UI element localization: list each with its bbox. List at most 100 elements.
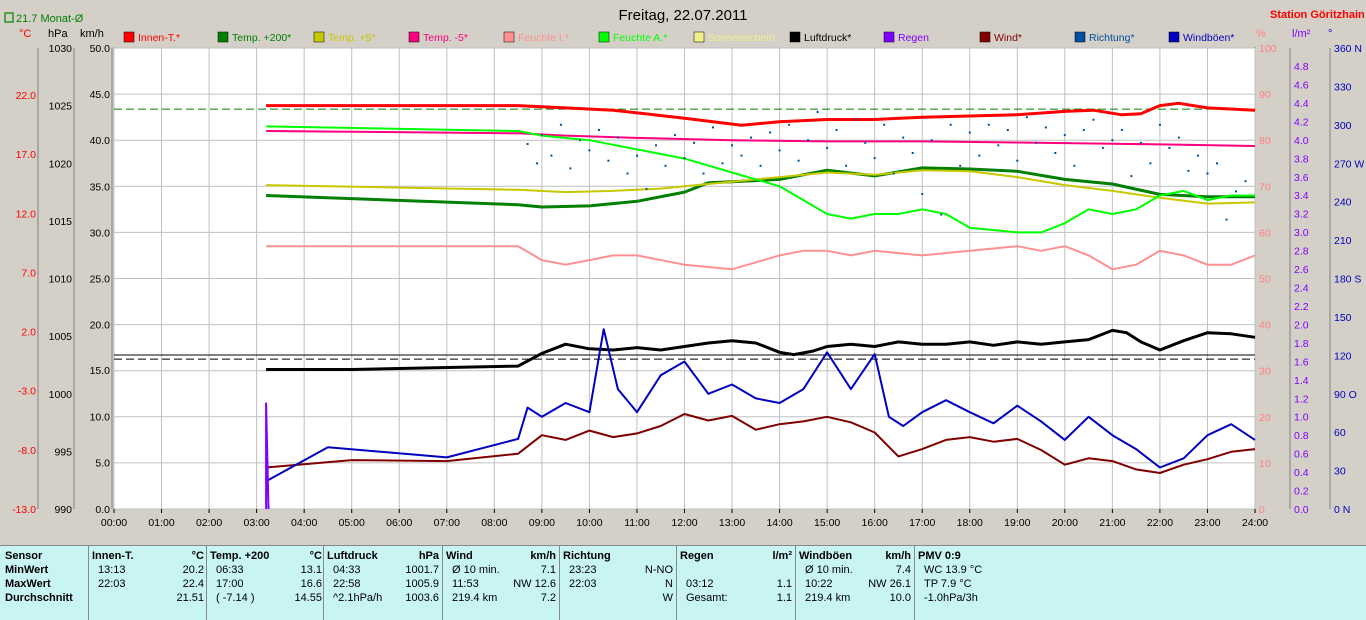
lm2-tick-label: 4.8 [1294,61,1309,73]
legend-item: Windböen* [1168,31,1234,44]
footer-column: Luftdruck hPa 04:33 1001.7 22:58 1005.9 ^2.1hP… [327,549,439,605]
weather-chart: 22.017.012.07.02.0-3.0-8.0-13.0103010251… [4,7,1365,529]
footer-header: Temp. +200 °C [210,549,322,563]
direction-point [645,187,648,190]
direction-point [1006,129,1009,131]
direction-point [845,164,848,167]
footer-header: Luftdruck hPa [327,549,439,563]
direction-point [559,123,562,126]
direction-point [978,154,981,157]
footer-cell-left [680,564,686,576]
direction-point [883,123,886,126]
direction-point [526,143,529,145]
direction-point [911,152,914,154]
time-tick-label: 01:00 [148,517,174,529]
series-line [266,169,1256,205]
series-line [266,413,1256,474]
footer-cell-left [92,592,98,604]
footer-column: Wind km/h Ø 10 min. 7.1 11:53 NW 12.6 219.4 km… [446,549,556,605]
lm2-tick-label: 4.6 [1294,79,1309,91]
series-line [266,166,1255,209]
kmh-tick-label: 20.0 [90,320,111,332]
footer-cell-right: 22.4 [182,578,204,590]
footer-row: MinWert [5,563,87,577]
legend-swatch [503,31,515,43]
series-group [265,101,1256,510]
footer-header-unit: hPa [418,550,439,562]
footer-row [680,563,792,577]
pct-tick-label: 90 [1259,89,1271,101]
direction-point [997,144,1000,147]
footer-header-unit: km/h [885,550,911,562]
footer-row: ( -7.14 ) 14.55 [210,591,322,605]
direction-point [1120,129,1123,131]
footer-cell-left: 03:12 [686,578,714,590]
direction-point [835,129,838,131]
legend-swatch [883,31,895,43]
legend-label: Temp. +5* [328,32,376,44]
time-tick-label: 09:00 [529,517,555,529]
direction-point [1244,180,1247,183]
footer-header: Sensor [5,549,87,563]
direction-point [1073,164,1076,167]
time-tick-label: 00:00 [101,517,127,529]
footer-cell-right: N [665,578,673,590]
direction-point [797,159,800,162]
footer-cell-left: 06:33 [216,564,244,576]
footer-cell-left: 22:03 [569,578,597,590]
monthly-avg-label: 21.7 Monat-Ø [16,13,84,25]
direction-point [636,154,638,157]
kmh-tick-label: 50.0 [90,43,111,55]
kmh-tick-label: 15.0 [90,365,111,377]
footer-header-unit: km/h [530,550,556,562]
time-tick-label: 21:00 [1099,517,1125,529]
dir-tick-label: 330 [1334,81,1352,93]
legend-label: Richtung* [1089,32,1135,44]
footer-header-label: Luftdruck [327,550,378,562]
footer-separator [206,546,207,620]
time-tick-label: 15:00 [814,517,840,529]
hpa-tick-label: 1010 [49,274,73,286]
footer-column: Sensor MinWert MaxWert Durchschnitt [5,549,87,605]
legend-swatch [217,31,229,43]
dir-tick-label: 210 [1334,235,1352,247]
hpa-tick-label: 1015 [49,216,73,228]
dir-tick-label: 30 [1334,466,1346,478]
axes-group: 22.017.012.07.02.0-3.0-8.0-13.0103010251… [12,43,1364,529]
legend-item: Temp. -5* [408,31,468,44]
footer-cell-right: NW 26.1 [868,578,911,590]
series-line [266,101,1256,127]
temp-tick-label: 17.0 [16,149,37,161]
pct-tick-label: 20 [1259,412,1271,424]
lm2-tick-label: 3.8 [1294,153,1309,165]
direction-point [588,149,591,152]
direction-point [1225,218,1228,221]
direction-point [731,144,733,147]
hpa-tick-label: 1000 [49,389,73,401]
direction-point [1025,116,1028,119]
direction-point [540,134,543,137]
footer-header-label: Wind [446,550,473,562]
direction-point [597,129,600,131]
footer-cell-right: 14.55 [294,592,322,604]
temp-tick-label: 2.0 [21,327,36,339]
dir-tick-label: 90 O [1334,389,1357,401]
hpa-tick-label: 1005 [49,331,73,343]
footer-cell-left: 219.4 km [805,592,851,604]
direction-point [1130,175,1133,178]
unit-deg: ° [1328,28,1332,40]
direction-point [1092,118,1095,121]
kmh-tick-label: 0.0 [95,504,110,516]
footer-row: MaxWert [5,577,87,591]
footer-column: Innen-T. °C 13:13 20.2 22:03 22.4 21.51 [92,549,204,605]
hpa-tick-label: 990 [54,504,72,516]
direction-point [578,139,581,142]
direction-point [778,149,781,152]
footer-row: 22:03 N [563,577,673,591]
footer-cell-left: 11:53 [452,578,479,590]
temp-tick-label: 7.0 [21,267,36,279]
pct-tick-label: 80 [1259,135,1271,147]
pct-tick-label: 0 [1259,504,1265,516]
footer-cell-right: 13.1 [300,564,322,576]
direction-point [769,131,772,134]
